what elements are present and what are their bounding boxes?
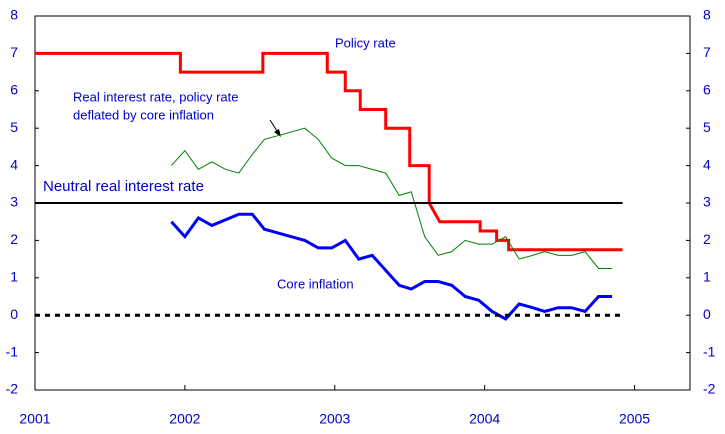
y2-tick-label: 7: [703, 44, 711, 60]
x-tick-label: 2005: [619, 411, 650, 427]
series-line: [170, 212, 613, 321]
y-tick-label: 4: [10, 156, 18, 172]
series-line: [35, 51, 623, 252]
annotation: Policy rate: [335, 35, 396, 50]
y-tick-label: 7: [10, 44, 18, 60]
annotation: Real interest rate, policy rate: [73, 89, 238, 104]
y2-tick-label: 4: [703, 156, 711, 172]
series-line: [171, 127, 613, 269]
y2-tick-label: 3: [703, 194, 711, 210]
y2-tick-label: 1: [703, 269, 711, 285]
y-tick-label: 2: [10, 231, 18, 247]
y-tick-label: 1: [10, 269, 18, 285]
y-tick-label: -1: [6, 343, 19, 359]
y-tick-label: 0: [10, 306, 18, 322]
x-tick-label: 2003: [319, 411, 350, 427]
y-tick-label: 3: [10, 194, 18, 210]
y2-tick-label: 0: [703, 306, 711, 322]
y-tick-label: 6: [10, 82, 18, 98]
x-tick-label: 2004: [469, 411, 500, 427]
y2-tick-label: 2: [703, 231, 711, 247]
y2-tick-label: 6: [703, 82, 711, 98]
y-tick-label: 8: [10, 7, 18, 23]
annotation: Core inflation: [277, 276, 354, 291]
y-tick-label: 5: [10, 119, 18, 135]
annotation: deflated by core inflation: [73, 107, 214, 122]
y-tick-label: -2: [6, 381, 19, 397]
y2-tick-label: -2: [703, 381, 716, 397]
x-tick-label: 2001: [19, 411, 50, 427]
y2-tick-label: 8: [703, 7, 711, 23]
annotation: Neutral real interest rate: [43, 178, 204, 195]
y2-tick-label: 5: [703, 119, 711, 135]
y2-tick-label: -1: [703, 343, 716, 359]
x-tick-label: 2002: [169, 411, 200, 427]
